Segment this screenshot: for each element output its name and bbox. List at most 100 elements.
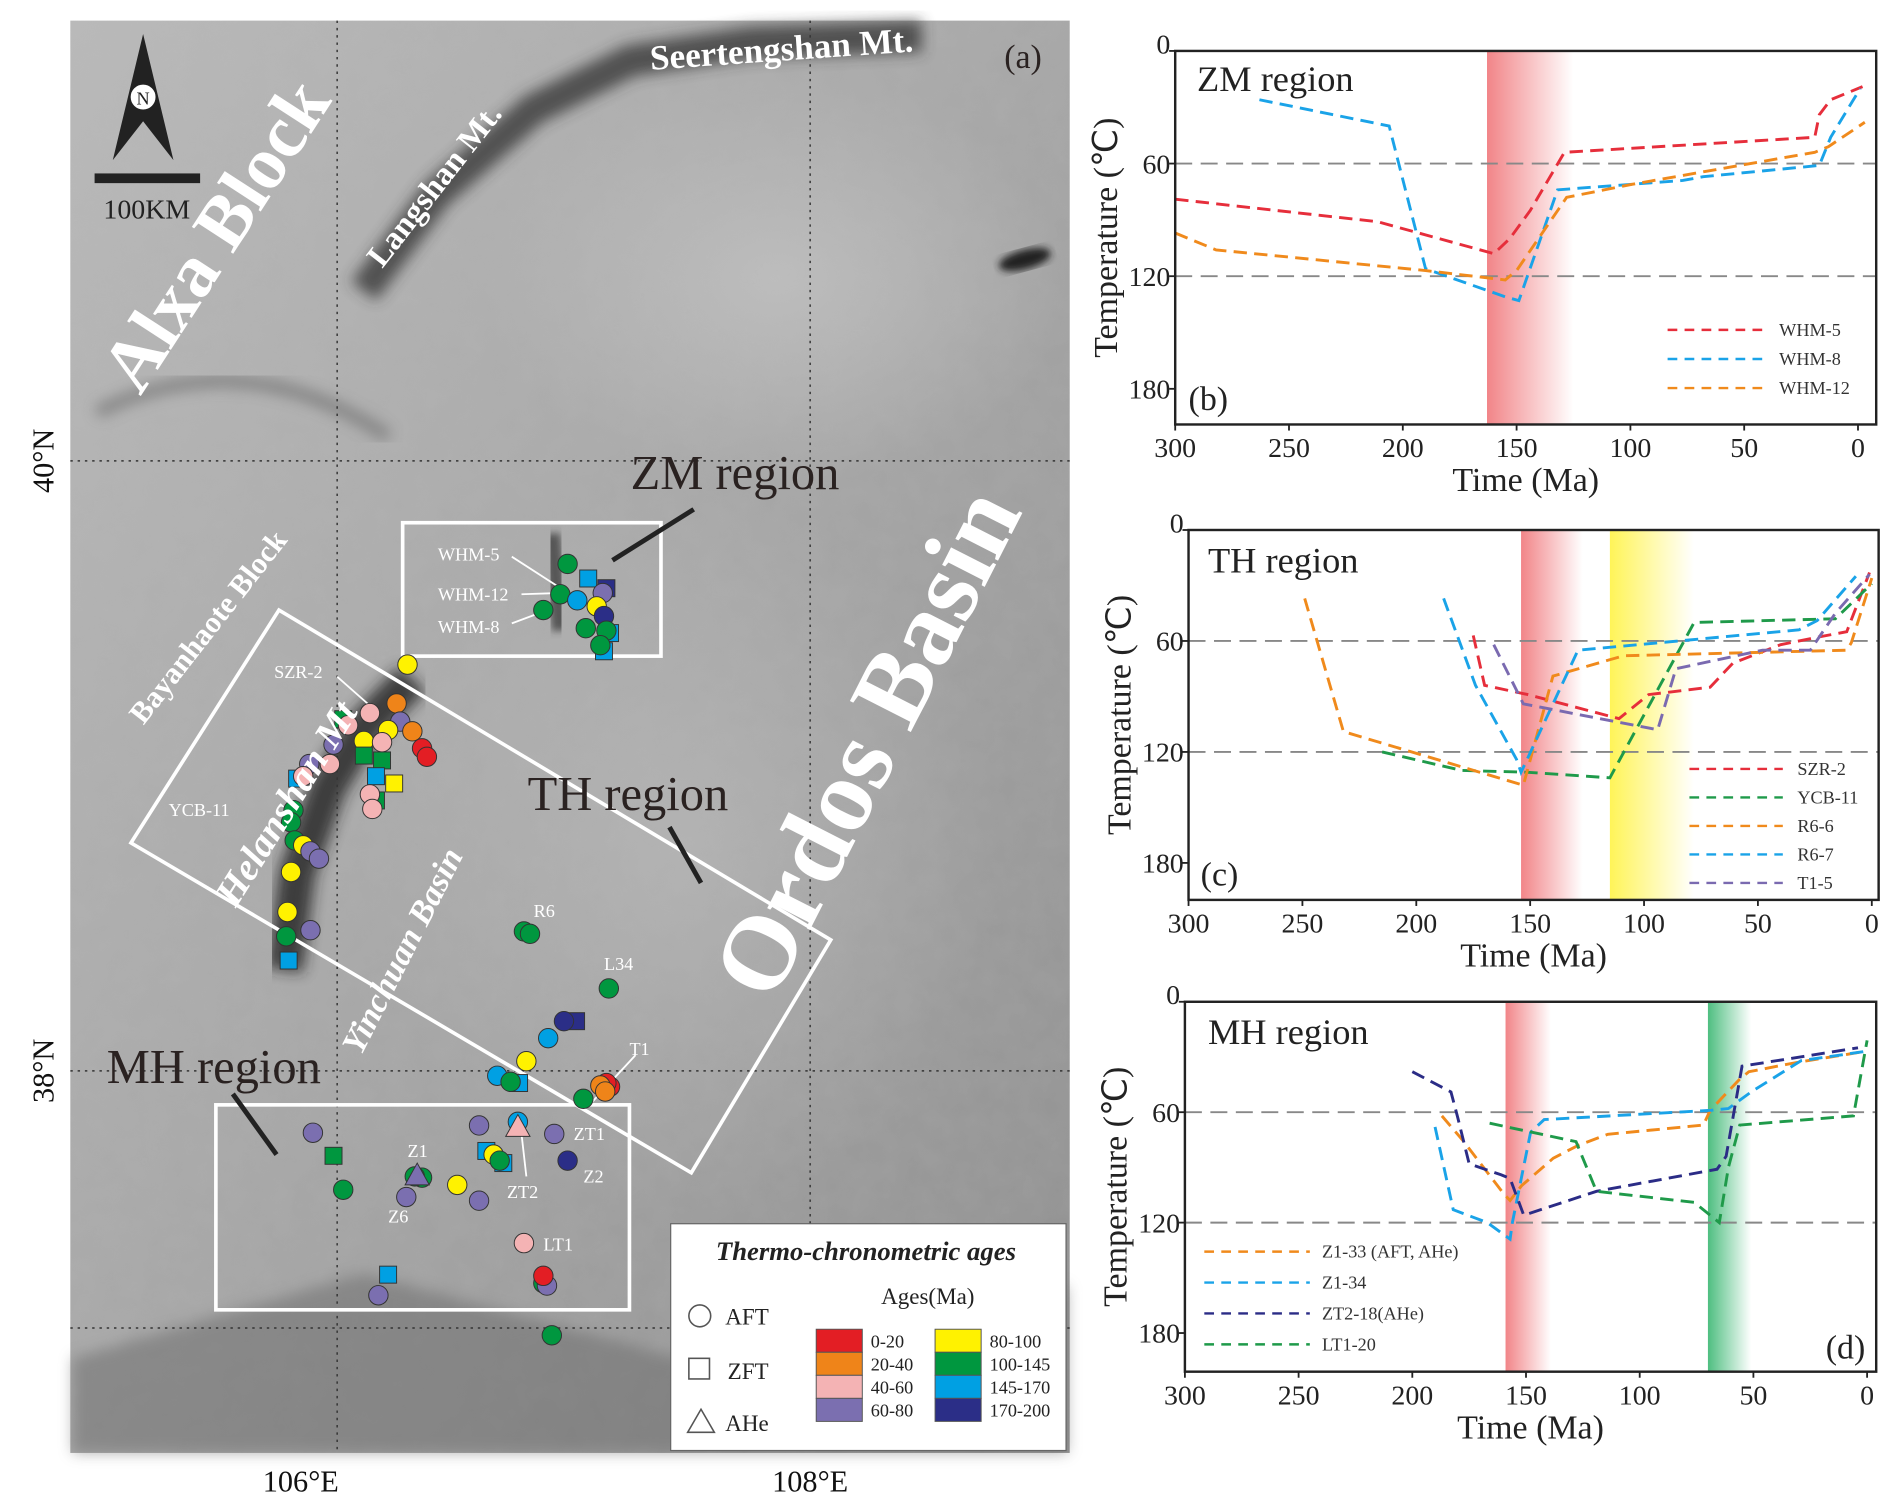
x-axis-label: Time (Ma) (1457, 1409, 1604, 1446)
aft-sample-marker (293, 766, 314, 787)
aft-sample-marker (567, 590, 588, 611)
y-axis-label: Temperature (℃) (1101, 595, 1138, 835)
legend-method-aft: AFT (725, 1303, 769, 1329)
sample-label: R6 (534, 901, 555, 921)
series-line-z1-33-aft-ahe- (1440, 1050, 1866, 1203)
y-tick-label: 0 (1166, 980, 1180, 1011)
sample-markers (276, 553, 621, 1346)
event-band (1487, 50, 1574, 425)
north-arrow: N 100KM (94, 33, 201, 225)
x-tick-label: 0 (1851, 433, 1865, 464)
series-line-szr-2 (1471, 572, 1871, 721)
aft-sample-marker (544, 1123, 565, 1145)
age-class-label: 60-80 (871, 1401, 913, 1421)
zft-sample-marker (385, 774, 404, 793)
map-legend: Thermo-chronometric ages Ages(Ma) AFT ZF… (670, 1223, 1067, 1452)
aft-sample-marker (573, 1088, 594, 1109)
sample-label: T1 (629, 1039, 649, 1059)
zft-sample-marker (354, 746, 373, 765)
sample-label: SZR-2 (274, 662, 323, 682)
x-tick-label: 0 (1865, 909, 1879, 940)
x-axis-label: Time (Ma) (1452, 462, 1599, 499)
age-class-label: 100-145 (990, 1354, 1051, 1374)
lat-label-38: 38°N (26, 1039, 60, 1103)
sample-label: WHM-8 (438, 617, 500, 637)
x-tick-label: 100 (1623, 909, 1665, 940)
x-tick-label: 150 (1496, 433, 1538, 464)
aft-sample-marker (513, 1232, 535, 1254)
x-tick-label: 150 (1509, 909, 1551, 940)
y-tick-label: 180 (1138, 1319, 1180, 1350)
aft-sample-marker (333, 1179, 354, 1200)
legend-label: LT1-20 (1322, 1334, 1376, 1354)
ahe-sample-marker (404, 1162, 431, 1186)
y-tick-label: 60 (1156, 627, 1184, 658)
age-class-label: 80-100 (990, 1331, 1042, 1351)
sample-label: Z1 (408, 1141, 428, 1161)
legend-label: R6-6 (1797, 816, 1833, 836)
triangle-icon (686, 1407, 716, 1434)
aft-sample-marker (594, 1081, 616, 1102)
aft-sample-marker (533, 599, 554, 621)
aft-sample-marker (396, 1186, 417, 1208)
aft-sample-marker (402, 721, 423, 742)
chart-th: SZR-2 YCB-11 R6-6 R6-7 T1-5 300 250 200 150 100 50… (1101, 508, 1880, 975)
x-axis-label: Time (Ma) (1460, 938, 1607, 975)
aft-sample-marker (500, 1071, 521, 1093)
aft-sample-marker (319, 753, 341, 775)
x-tick-label: 300 (1164, 1380, 1206, 1411)
chart-zm: WHM-5 WHM-8 WHM-12 300 250 200 150 100 50 0 0 60 120… (1088, 29, 1878, 499)
aft-sample-marker (302, 1122, 324, 1143)
y-tick-label: 60 (1142, 149, 1170, 180)
panel-label-a: (a) (1004, 39, 1042, 76)
sample-label: YCB-11 (169, 800, 230, 820)
x-tick-label: 100 (1609, 433, 1651, 464)
chart-title: ZM region (1197, 59, 1354, 99)
region-labels: ZM region TH region MH region (a) (107, 39, 1042, 1094)
legend-method-ahe: AHe (725, 1410, 769, 1436)
legend-label: WHM-8 (1779, 349, 1841, 369)
sample-label: WHM-12 (438, 584, 509, 604)
series-line-ycb-11 (1381, 582, 1873, 780)
series-line-whm-12 (1174, 121, 1866, 282)
aft-sample-marker (368, 1285, 389, 1306)
x-tick-label: 250 (1278, 1380, 1320, 1411)
x-tick-label: 200 (1391, 1380, 1433, 1411)
x-tick-label: 50 (1739, 1380, 1767, 1411)
aft-sample-marker (308, 848, 330, 869)
y-tick-label: 120 (1138, 1208, 1180, 1239)
x-tick-label: 300 (1168, 909, 1210, 940)
y-tick-label: 180 (1142, 849, 1184, 880)
aft-sample-marker (280, 861, 302, 883)
aft-sample-marker (537, 1027, 559, 1049)
sample-label: ZT2 (507, 1182, 538, 1202)
sample-labels: WHM-5 WHM-12 WHM-8 SZR-2 YCB-11 R6 L34 T1 ZT1 Z1 Z… (169, 544, 650, 1254)
x-tick-label: 50 (1744, 909, 1772, 940)
y-axis-label: Temperature (℃) (1098, 1067, 1135, 1307)
event-band (1707, 1001, 1752, 1372)
mh-region-box (214, 1103, 632, 1312)
age-class-label: 145-170 (990, 1378, 1051, 1398)
region-boxes (128, 520, 834, 1312)
y-tick-label: 120 (1142, 738, 1184, 769)
legend-ages-title: Ages(Ma) (881, 1283, 974, 1309)
aft-sample-marker (516, 1051, 537, 1072)
north-label: N (137, 88, 150, 108)
y-tick-label: 0 (1156, 29, 1170, 60)
plot-frame (1183, 1000, 1878, 1373)
graticule-labels: 106°E 108°E 40°N 38°N (26, 429, 848, 1499)
circle-icon (688, 1304, 712, 1328)
y-axis-label: Temperature (℃) (1088, 118, 1125, 358)
lon-label-108: 108°E (772, 1465, 848, 1499)
age-class-label: 20-40 (871, 1354, 913, 1374)
aft-sample-marker (447, 1174, 468, 1196)
x-tick-label: 100 (1619, 1380, 1661, 1411)
x-tick-label: 0 (1860, 1380, 1874, 1411)
panel-label: (d) (1826, 1329, 1866, 1366)
aft-sample-marker (533, 1265, 554, 1287)
ahe-sample-marker (504, 1113, 531, 1137)
series-line-lt1-20 (1489, 1040, 1869, 1226)
